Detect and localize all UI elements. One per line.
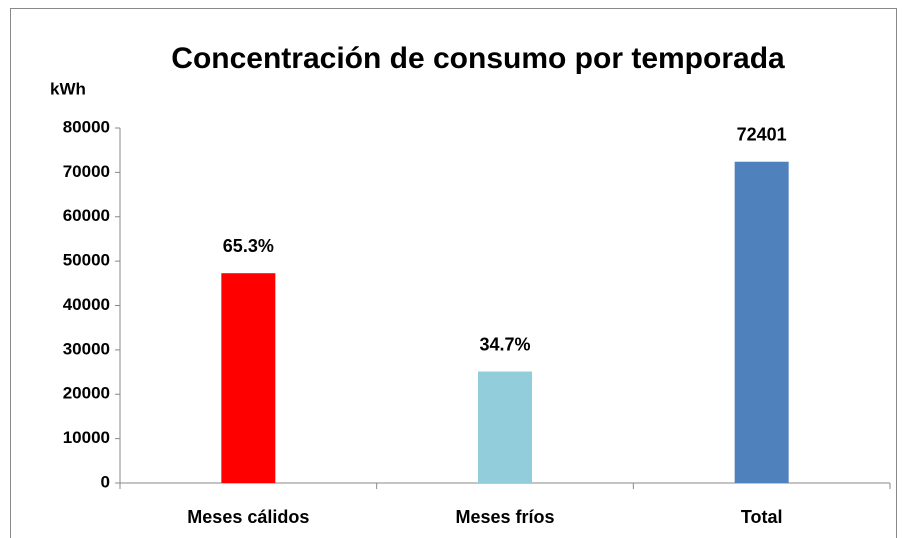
y-axis-label: kWh [50, 79, 86, 98]
chart-title: Concentración de consumo por temporada [171, 42, 785, 75]
x-tick-label: Meses fríos [455, 507, 554, 527]
y-tick-label: 0 [101, 472, 110, 491]
value-label: 65.3% [223, 236, 274, 256]
x-tick-label: Meses cálidos [187, 507, 309, 527]
y-tick-label: 40000 [63, 295, 110, 314]
y-tick-label: 20000 [63, 384, 110, 403]
bar [221, 273, 276, 483]
y-tick-label: 70000 [63, 162, 110, 181]
value-label: 72401 [737, 124, 787, 144]
y-tick-label: 80000 [63, 117, 110, 136]
value-label: 34.7% [479, 334, 530, 354]
y-tick-label: 60000 [63, 206, 110, 225]
y-tick-label: 10000 [63, 428, 110, 447]
y-tick-label: 30000 [63, 339, 110, 358]
y-tick-label: 50000 [63, 251, 110, 270]
bar [734, 161, 789, 483]
x-tick-label: Total [741, 507, 783, 527]
bar [478, 371, 532, 483]
